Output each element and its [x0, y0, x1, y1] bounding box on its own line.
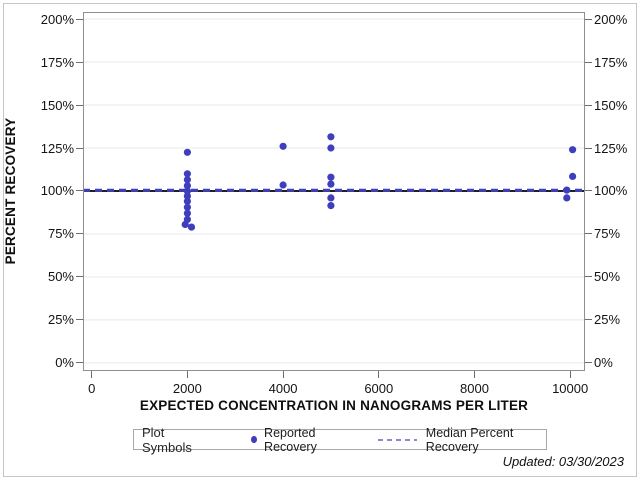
data-point — [569, 146, 577, 154]
data-point — [183, 170, 191, 178]
data-point — [327, 133, 335, 141]
y-tick-mark — [585, 190, 592, 192]
y-tick-label: 0% — [594, 355, 613, 371]
data-point — [183, 148, 191, 156]
y-tick-mark — [585, 18, 592, 20]
y-tick-label: 25% — [47, 312, 74, 328]
legend-entry-median-recovery: Median Percent Recovery — [350, 426, 546, 454]
y-tick-label: 150% — [40, 97, 74, 113]
y-tick-mark — [76, 362, 83, 364]
data-point — [183, 192, 191, 200]
plot-area — [83, 12, 585, 371]
x-axis-title: EXPECTED CONCENTRATION IN NANOGRAMS PER … — [139, 398, 529, 413]
y-tick-label: 125% — [594, 140, 628, 156]
data-point — [327, 144, 335, 152]
y-tick-mark — [585, 104, 592, 106]
updated-timestamp: Updated: 03/30/2023 — [502, 454, 624, 469]
data-point — [563, 186, 571, 194]
legend: Plot Symbols Reported Recovery Median Pe… — [133, 425, 547, 455]
y-tick-mark — [76, 276, 83, 278]
x-tick-label: 2000 — [172, 381, 202, 396]
x-tick-mark — [282, 371, 284, 378]
scatter-marker-icon — [251, 436, 258, 443]
data-point — [183, 182, 191, 190]
y-tick-label: 25% — [594, 312, 621, 328]
legend-title: Plot Symbols — [142, 424, 192, 455]
x-tick-label: 8000 — [460, 381, 489, 396]
y-tick-mark — [76, 190, 83, 192]
data-point — [183, 203, 191, 211]
data-point — [327, 173, 335, 181]
y-tick-label: 50% — [594, 269, 621, 285]
data-point — [183, 197, 191, 205]
y-tick-label: 200% — [594, 11, 628, 27]
x-tick-mark — [378, 371, 380, 378]
y-tick-label: 175% — [40, 54, 74, 70]
data-point — [183, 187, 191, 195]
data-point — [563, 194, 571, 202]
y-tick-mark — [76, 104, 83, 106]
y-tick-label: 75% — [594, 226, 621, 242]
y-tick-mark — [76, 18, 83, 20]
legend-entry-label: Reported Recovery — [264, 425, 317, 454]
y-tick-mark — [585, 276, 592, 278]
x-tick-label: 0 — [88, 381, 96, 396]
data-point — [327, 180, 335, 188]
data-point — [183, 209, 191, 217]
y-tick-mark — [76, 147, 83, 149]
x-tick-mark — [91, 371, 93, 378]
y-tick-label: 50% — [47, 269, 74, 285]
y-tick-label: 150% — [594, 97, 628, 113]
legend-entry-label: Median Percent Recovery — [425, 425, 514, 454]
y-axis-title: PERCENT RECOVERY — [3, 117, 18, 265]
y-tick-label: 75% — [47, 226, 74, 242]
y-tick-mark — [585, 147, 592, 149]
data-point — [327, 194, 335, 202]
y-tick-label: 0% — [55, 355, 74, 371]
data-point — [279, 142, 287, 150]
data-point — [327, 202, 335, 210]
x-tick-mark — [473, 371, 475, 378]
y-tick-mark — [76, 61, 83, 63]
legend-entry-reported-recovery: Reported Recovery — [207, 426, 350, 454]
y-tick-label: 100% — [40, 183, 74, 199]
plot-frame — [83, 12, 585, 371]
y-tick-mark — [585, 233, 592, 235]
y-tick-mark — [76, 319, 83, 321]
y-tick-label: 100% — [594, 183, 628, 199]
y-tick-label: 125% — [40, 140, 74, 156]
data-point — [181, 220, 189, 229]
y-tick-label: 200% — [40, 11, 74, 27]
y-tick-mark — [585, 319, 592, 321]
x-tick-label: 6000 — [364, 381, 394, 396]
x-tick-label: 10000 — [552, 381, 589, 396]
y-tick-mark — [585, 362, 592, 364]
dashed-line-icon — [378, 438, 417, 441]
y-tick-mark — [585, 61, 592, 63]
y-tick-mark — [76, 233, 83, 235]
data-point — [183, 176, 191, 184]
x-tick-mark — [569, 371, 571, 378]
data-point — [187, 223, 196, 231]
x-tick-mark — [186, 371, 188, 378]
x-tick-label: 4000 — [268, 381, 298, 396]
data-point — [569, 172, 577, 180]
y-tick-label: 175% — [594, 54, 628, 70]
data-point — [279, 181, 287, 189]
